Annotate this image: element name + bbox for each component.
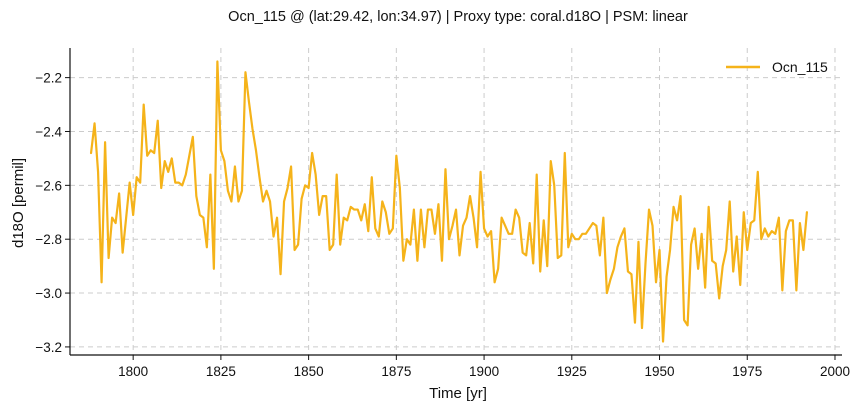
- series-line-ocn-115: [89, 60, 809, 343]
- x-tick-label: 1825: [206, 364, 236, 379]
- y-tick-label: −2.2: [35, 71, 62, 86]
- axes: [69, 48, 842, 356]
- legend: Ocn_115: [726, 59, 828, 75]
- y-tick-label: −2.4: [35, 124, 62, 139]
- y-tick-label: −2.6: [35, 178, 62, 193]
- y-tick-label: −2.8: [35, 232, 62, 247]
- y-tick-label: −3.0: [35, 286, 62, 301]
- series-layer: [89, 60, 809, 343]
- x-tick-label: 1975: [732, 364, 762, 379]
- x-tick-label: 2000: [820, 364, 850, 379]
- y-axis-title: d18O [permil]: [10, 158, 27, 248]
- legend-label-ocn-115: Ocn_115: [772, 59, 828, 75]
- x-tick-label: 1950: [645, 364, 675, 379]
- x-tick-label: 1800: [118, 364, 148, 379]
- y-ticks: −2.2 −2.4 −2.6 −2.8 −3.0 −3.2: [35, 71, 70, 355]
- x-tick-label: 1925: [557, 364, 587, 379]
- chart-title: Ocn_115 @ (lat:29.42, lon:34.97) | Proxy…: [228, 9, 688, 25]
- y-tick-label: −3.2: [35, 340, 62, 355]
- x-tick-label: 1900: [469, 364, 499, 379]
- x-tick-label: 1850: [294, 364, 324, 379]
- x-axis-title: Time [yr]: [429, 385, 487, 402]
- grid: [70, 48, 842, 355]
- x-ticks: 1800 1825 1850 1875 1900 1925 1950 1975 2000: [118, 355, 850, 379]
- x-tick-label: 1875: [381, 364, 411, 379]
